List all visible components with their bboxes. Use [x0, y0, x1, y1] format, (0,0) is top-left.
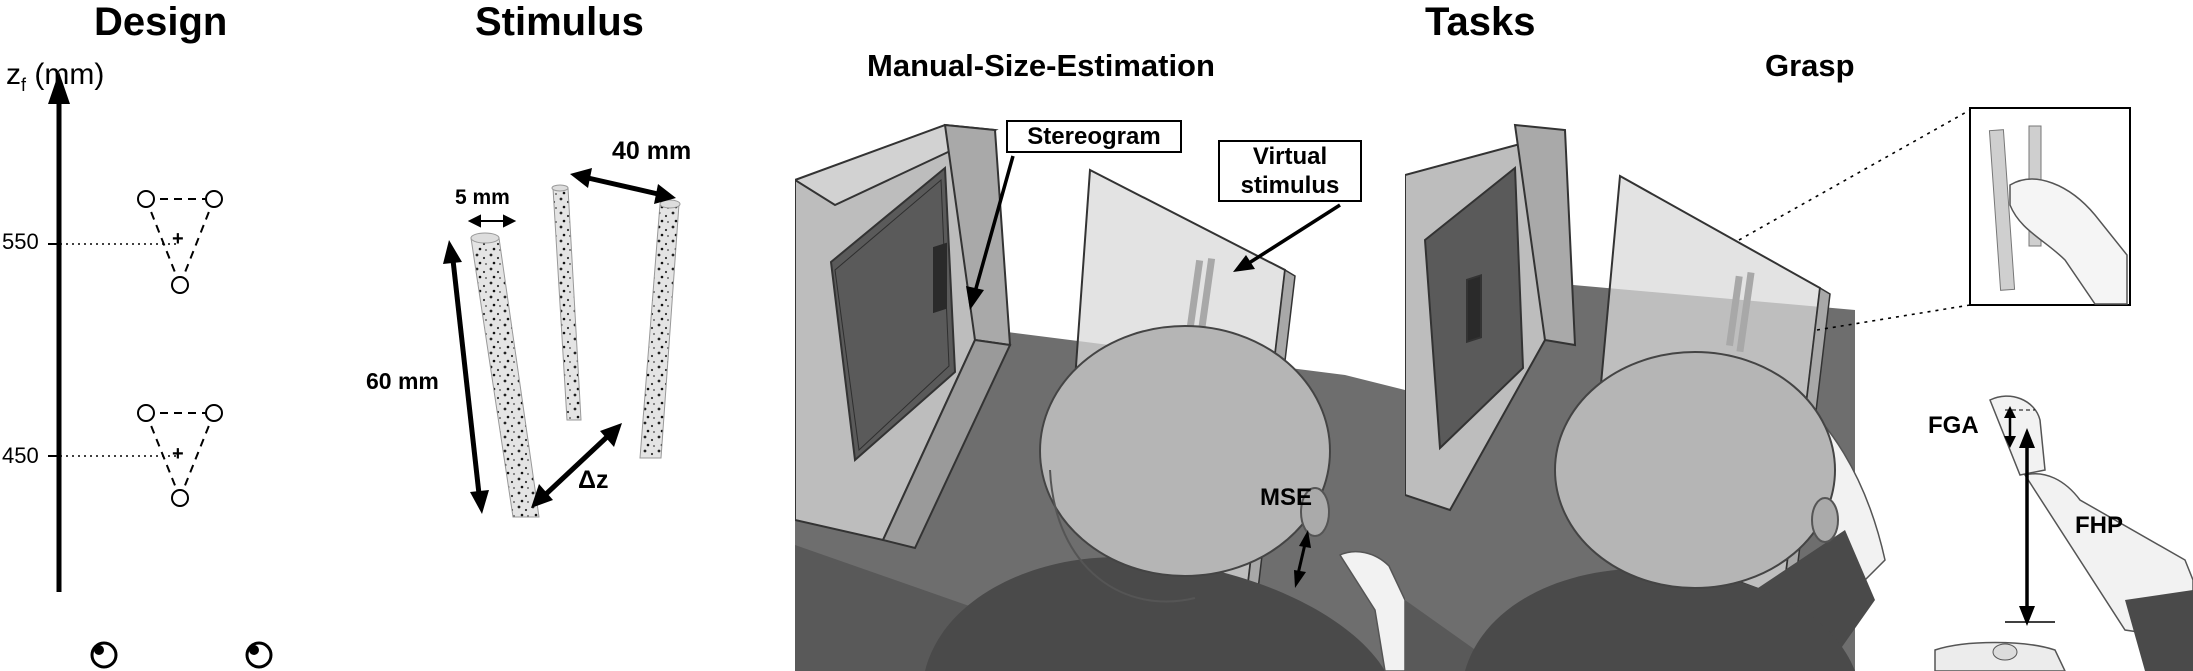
design-panel: Design zf (mm) 550 450 + +: [0, 0, 300, 671]
tick-550: 550: [2, 229, 39, 254]
mse-panel: Manual-Size-Estimation Stereogram Virtua…: [795, 0, 1405, 671]
mse-label: MSE: [1260, 484, 1313, 511]
virtual-stimulus-pointer-arrow: [1233, 203, 1341, 272]
mse-aperture-arrow: [1294, 530, 1311, 588]
grasp-title: Grasp: [1765, 48, 1855, 83]
design-diagram: [48, 72, 273, 669]
rod-front: [470, 232, 540, 518]
depth-axis-arrowhead: [48, 72, 70, 104]
fhp-side-view: [1934, 355, 2193, 671]
virtual-label-line1: Virtual: [1252, 143, 1328, 170]
mse-title: Manual-Size-Estimation: [867, 48, 1215, 83]
fga-arrow: [2004, 406, 2035, 448]
depth-arrow: [531, 423, 622, 508]
virtual-stimulus-label: Virtual stimulus: [1218, 140, 1362, 202]
stimulus-title: Stimulus: [475, 0, 644, 44]
participant-head-mse: [925, 325, 1385, 671]
stereogram-pointer-arrow: [966, 155, 1015, 310]
height-arrow: [443, 240, 489, 514]
mse-scene: [795, 123, 1405, 671]
fhp-arrow: [2005, 428, 2055, 626]
rod-right: [639, 199, 681, 459]
stimulus-diagram: [443, 168, 681, 518]
stereogram-label: Stereogram: [1006, 120, 1182, 153]
fixation-cross-450: +: [172, 443, 184, 465]
rod-configuration-550: [137, 190, 223, 294]
stimulus-panel: Stimulus 5 mm 60 mm 40 mm Δz: [320, 0, 760, 671]
eye-left-icon: [90, 641, 118, 669]
monitor: [795, 123, 1012, 550]
axis-label-unit: (mm): [26, 58, 105, 91]
design-axis-label: zf (mm): [6, 58, 104, 96]
axis-label-main: z: [6, 58, 21, 91]
tick-450: 450: [2, 443, 39, 468]
depth-label: Δz: [578, 466, 609, 494]
axis-label-sub: f: [21, 75, 27, 95]
participant-head-grasp: [1465, 351, 1855, 671]
grasp-monitor: [1405, 123, 1577, 512]
tasks-title: Tasks: [1425, 0, 1536, 44]
eye-right-icon: [245, 641, 273, 669]
grasp-panel: Grasp FGA FHP: [1405, 0, 2193, 671]
separation-label: 40 mm: [612, 137, 692, 165]
grasp-scene: [1405, 107, 2193, 671]
rod-back: [551, 184, 582, 421]
fga-label: FGA: [1928, 412, 1979, 439]
width-arrow: [467, 214, 517, 228]
height-label: 60 mm: [366, 368, 439, 394]
grasp-magnified-inset: [1738, 107, 2131, 331]
virtual-label-line2: stimulus: [1240, 172, 1340, 199]
width-label: 5 mm: [455, 186, 510, 209]
rod-configuration-450: [137, 404, 223, 507]
design-title: Design: [94, 0, 228, 44]
fixation-cross-550: +: [172, 228, 184, 250]
separation-arrow: [570, 168, 676, 204]
mse-hand: [1338, 550, 1405, 671]
stereogram-patch: [933, 242, 947, 314]
fhp-label: FHP: [2075, 512, 2123, 539]
